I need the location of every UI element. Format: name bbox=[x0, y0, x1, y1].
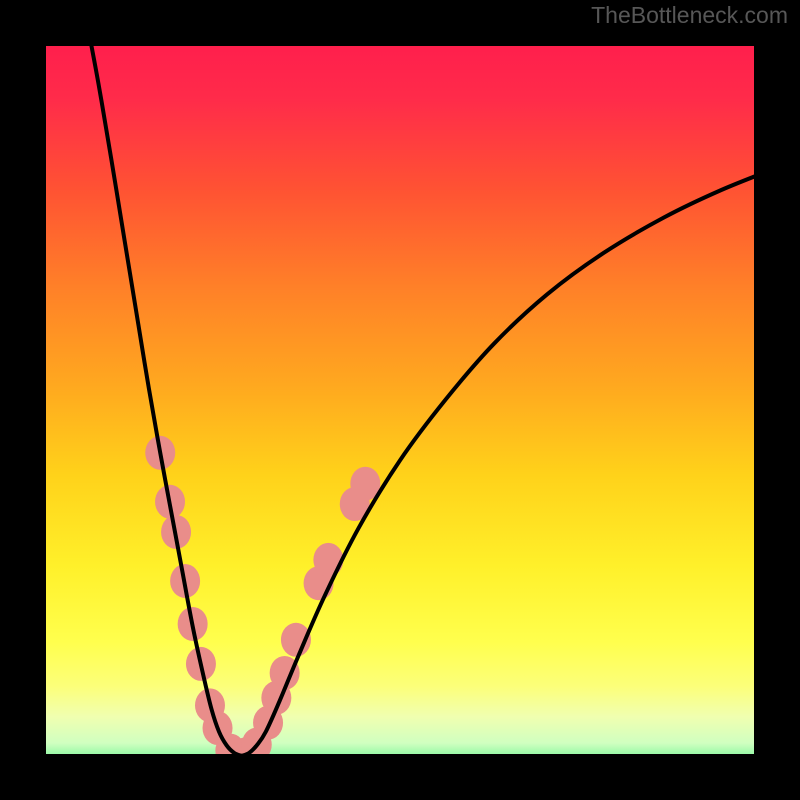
chart-root: TheBottleneck.com bbox=[0, 0, 800, 800]
gradient-background bbox=[23, 23, 777, 777]
chart-svg bbox=[0, 0, 800, 800]
data-marker bbox=[313, 543, 343, 577]
watermark-text: TheBottleneck.com bbox=[591, 2, 788, 29]
